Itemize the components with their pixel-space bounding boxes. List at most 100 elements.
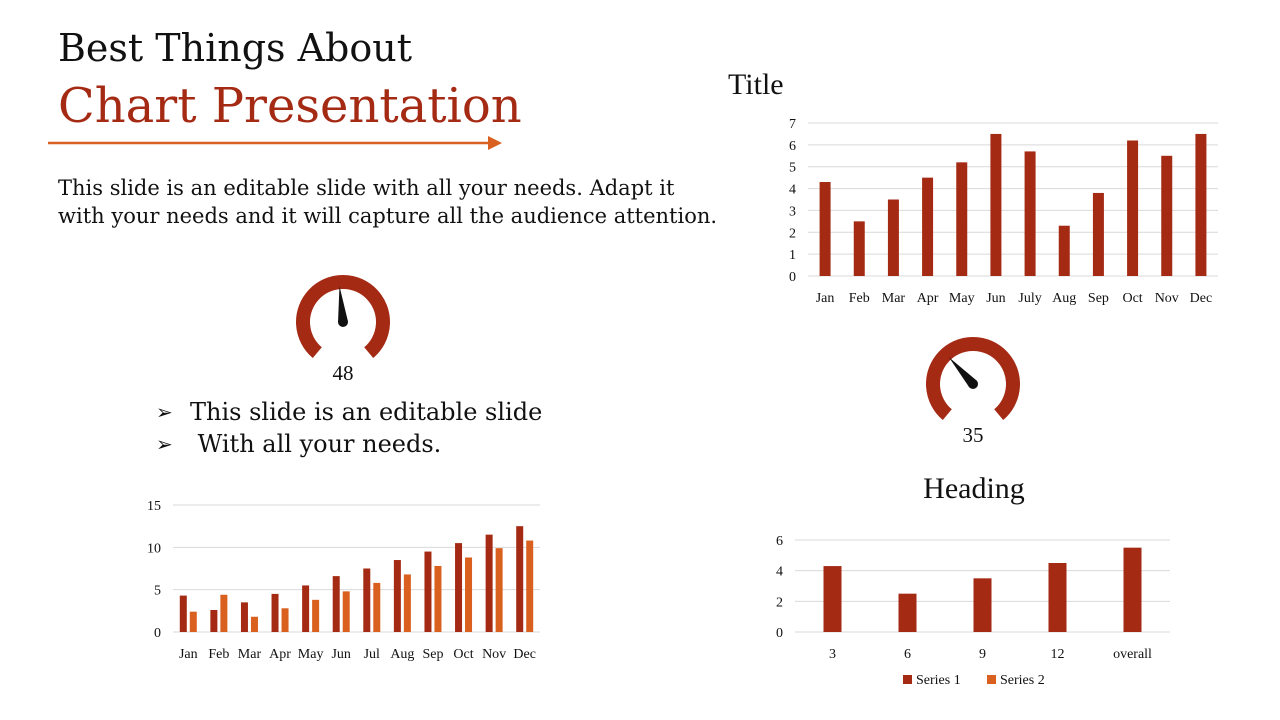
arrow-bullet-icon: ➢ xyxy=(156,400,173,424)
gauge-chart-35: 35 xyxy=(926,337,1020,447)
y-tick-label: 0 xyxy=(789,270,796,285)
bar xyxy=(434,565,442,632)
bar xyxy=(1161,155,1173,276)
x-tick-label: Jun xyxy=(331,647,350,662)
x-tick-label: Feb xyxy=(849,291,870,306)
bar xyxy=(1024,151,1036,276)
x-tick-label: Nov xyxy=(482,647,506,662)
bar xyxy=(312,599,320,632)
x-tick-label: Nov xyxy=(1155,291,1179,306)
x-tick-label: Feb xyxy=(208,647,229,662)
bar xyxy=(1048,563,1067,632)
heading-bar-chart: Heading 0 2 4 6 3 6 9 12 overall Series 1 Series 2 xyxy=(776,472,1170,688)
y-tick-label: 10 xyxy=(147,541,161,556)
x-tick-label: Jun xyxy=(986,291,1005,306)
two-series-bar-chart: 0 5 10 15 Jan Feb Mar Apr May Jun Jul Aug Sep Oct Nov D… xyxy=(147,499,540,662)
y-tick-label: 0 xyxy=(776,626,783,641)
x-tick-label: 12 xyxy=(1051,647,1065,662)
bar xyxy=(271,593,279,632)
bar xyxy=(516,526,524,632)
bullet-item: ➢ This slide is an editable slide xyxy=(156,396,542,428)
bar xyxy=(973,578,992,632)
x-tick-label: 3 xyxy=(829,647,836,662)
bar xyxy=(1092,192,1104,276)
x-tick-label: Sep xyxy=(422,647,443,662)
bar xyxy=(342,591,350,632)
bullet-item: ➢ With all your needs. xyxy=(156,428,542,460)
arrow-bullet-icon: ➢ xyxy=(156,432,173,456)
bar xyxy=(898,593,917,632)
y-tick-label: 4 xyxy=(776,565,783,580)
x-tick-label: Jan xyxy=(179,647,198,662)
gauge-needle-pivot xyxy=(338,317,348,327)
legend-label: Series 2 xyxy=(1000,673,1045,688)
y-tick-label: 0 xyxy=(154,626,161,641)
x-tick-label: Sep xyxy=(1088,291,1109,306)
bar xyxy=(1058,225,1070,276)
y-tick-label: 5 xyxy=(154,584,161,599)
body-paragraph: This slide is an editable slide with all… xyxy=(58,176,718,228)
bar xyxy=(485,534,493,632)
slide-title-line1: Best Things About xyxy=(58,26,413,70)
slide-title-line2: Chart Presentation xyxy=(58,78,522,134)
x-tick-label: May xyxy=(949,291,975,306)
chart-title: Heading xyxy=(923,472,1025,505)
x-tick-label: Oct xyxy=(453,647,473,662)
y-tick-label: 7 xyxy=(789,117,796,132)
bar xyxy=(210,609,218,632)
x-tick-label: Aug xyxy=(390,647,414,662)
x-tick-label: Jul xyxy=(364,647,380,662)
bar xyxy=(1127,140,1139,276)
legend-label: Series 1 xyxy=(916,673,961,688)
bar xyxy=(403,574,411,632)
y-tick-label: 2 xyxy=(789,226,796,241)
x-tick-label: Mar xyxy=(882,291,906,306)
y-tick-label: 6 xyxy=(776,534,783,549)
x-tick-label: July xyxy=(1018,291,1041,306)
bar xyxy=(922,177,934,276)
x-tick-label: Jan xyxy=(816,291,835,306)
bar xyxy=(819,182,831,276)
bar xyxy=(1195,133,1207,276)
gauge-needle xyxy=(338,286,348,323)
gauge-arc xyxy=(926,337,1020,420)
chart-title: Title xyxy=(728,68,784,101)
bullet-list: ➢ This slide is an editable slide ➢ With… xyxy=(156,396,542,460)
bar xyxy=(1123,547,1142,632)
bar xyxy=(179,595,187,632)
x-tick-label: Dec xyxy=(513,647,536,662)
bullet-text: With all your needs. xyxy=(190,430,442,458)
legend-swatch xyxy=(987,675,996,684)
x-tick-label: Apr xyxy=(917,291,939,306)
y-tick-label: 15 xyxy=(147,499,161,514)
bar xyxy=(465,557,473,632)
title-underline-arrow-icon xyxy=(48,136,502,150)
x-tick-label: May xyxy=(298,647,324,662)
gauge-needle xyxy=(948,357,977,388)
x-tick-label: Oct xyxy=(1122,291,1142,306)
bullet-text: This slide is an editable slide xyxy=(190,398,543,426)
gauge-value-label: 35 xyxy=(963,423,984,447)
x-tick-label: Apr xyxy=(269,647,291,662)
y-tick-label: 5 xyxy=(789,161,796,176)
bar xyxy=(363,568,371,632)
bar xyxy=(853,221,865,276)
y-tick-label: 3 xyxy=(789,204,796,219)
bar xyxy=(240,602,248,632)
bar xyxy=(495,548,503,632)
x-tick-label: 9 xyxy=(979,647,986,662)
gauge-arc xyxy=(296,275,390,358)
bar xyxy=(526,540,534,632)
x-tick-label: Dec xyxy=(1190,291,1213,306)
gauge-value-label: 48 xyxy=(333,361,354,385)
bar xyxy=(189,611,197,632)
bar xyxy=(990,133,1002,276)
y-tick-label: 1 xyxy=(789,248,796,263)
bar xyxy=(887,199,899,276)
bar xyxy=(373,582,381,632)
bar xyxy=(281,608,289,632)
bar xyxy=(424,551,432,632)
gauge-chart-48: 48 xyxy=(296,275,390,385)
y-tick-label: 2 xyxy=(776,595,783,610)
bar xyxy=(250,616,258,632)
